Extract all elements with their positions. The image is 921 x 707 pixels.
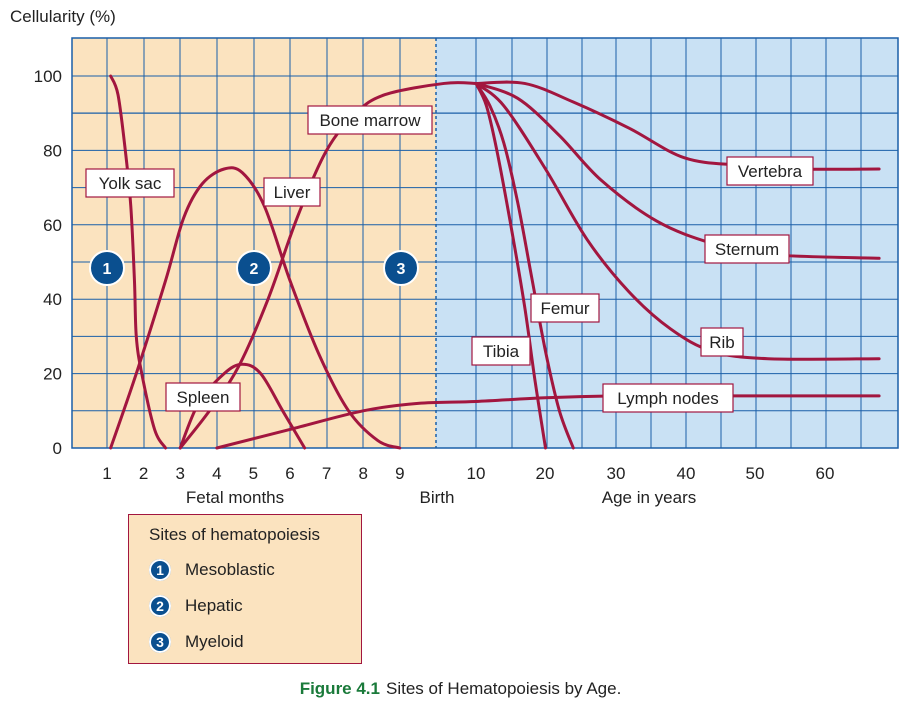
label-bone-marrow-box bbox=[307, 105, 433, 135]
x-tick-label-fetal: 8 bbox=[358, 464, 367, 483]
stage-badge-circle-3 bbox=[383, 250, 419, 286]
legend-label-hepatic: Hepatic bbox=[185, 596, 243, 615]
stage-badge-2: 2 bbox=[250, 261, 259, 278]
grid-layer bbox=[71, 37, 899, 449]
label-vertebra-box bbox=[726, 156, 814, 186]
label-tibia: Tibia bbox=[483, 342, 520, 361]
plot-frame bbox=[71, 37, 899, 449]
stage-badge-circle-1 bbox=[89, 250, 125, 286]
label-rib: Rib bbox=[709, 333, 735, 352]
x-tick-label-fetal: 2 bbox=[139, 464, 148, 483]
x-tick-label-years: 60 bbox=[816, 464, 835, 483]
legend-label-myeloid: Myeloid bbox=[185, 632, 244, 651]
figure-caption-text: Sites of Hematopoiesis by Age. bbox=[386, 679, 622, 698]
legend-badge-3: 3 bbox=[149, 631, 171, 653]
x-tick-label-fetal: 3 bbox=[175, 464, 184, 483]
x-tick-label-years: 10 bbox=[467, 464, 486, 483]
legend-item-hepatic: 2 Hepatic bbox=[149, 595, 243, 617]
legend-label-mesoblastic: Mesoblastic bbox=[185, 560, 275, 579]
label-rib-box bbox=[700, 327, 744, 357]
label-yolk-sac: Yolk sac bbox=[99, 174, 162, 193]
label-vertebra: Vertebra bbox=[738, 162, 803, 181]
x-tick-label-fetal: 5 bbox=[249, 464, 258, 483]
y-tick-label: 20 bbox=[43, 365, 62, 384]
label-spleen-box bbox=[165, 382, 241, 412]
label-yolk-sac-box bbox=[85, 168, 175, 198]
x-tick-label-years: 50 bbox=[746, 464, 765, 483]
figure-caption: Figure 4.1 Sites of Hematopoiesis by Age. bbox=[0, 679, 921, 699]
label-sternum-box bbox=[704, 234, 790, 264]
legend-badge-1: 1 bbox=[149, 559, 171, 581]
y-axis-label: Cellularity (%) bbox=[10, 7, 116, 26]
x-axis-label-fetal: Fetal months bbox=[186, 488, 284, 507]
y-tick-label: 100 bbox=[34, 67, 62, 86]
curve-femur bbox=[474, 81, 575, 450]
label-sternum: Sternum bbox=[715, 240, 779, 259]
figure-number: Figure 4.1 bbox=[299, 679, 380, 698]
x-tick-label-years: 30 bbox=[607, 464, 626, 483]
curve-tibia bbox=[474, 81, 547, 450]
label-lymph-nodes-box bbox=[602, 383, 734, 413]
label-lymph-nodes: Lymph nodes bbox=[617, 389, 718, 408]
y-tick-label: 80 bbox=[43, 141, 62, 160]
x-tick-label-fetal: 1 bbox=[102, 464, 111, 483]
x-axis-label-years: Age in years bbox=[602, 488, 697, 507]
axis-layer: Cellularity (%) 0 20 40 60 80 100 1 2 3 4 5 6 7 8 9 10 20… bbox=[10, 7, 834, 507]
curve-lymph-nodes bbox=[215, 394, 881, 450]
x-tick-label-fetal: 7 bbox=[322, 464, 331, 483]
y-tick-label: 0 bbox=[53, 439, 62, 458]
label-spleen: Spleen bbox=[177, 388, 230, 407]
curve-yolk-sac bbox=[109, 74, 168, 450]
label-femur-box bbox=[530, 293, 600, 323]
x-axis-label-birth: Birth bbox=[420, 488, 455, 507]
label-liver: Liver bbox=[274, 183, 311, 202]
x-tick-label-fetal: 6 bbox=[285, 464, 294, 483]
label-liver-box bbox=[263, 177, 321, 207]
label-tibia-box bbox=[471, 336, 531, 366]
label-bone-marrow: Bone marrow bbox=[319, 111, 421, 130]
y-tick-label: 40 bbox=[43, 290, 62, 309]
x-tick-label-fetal: 4 bbox=[212, 464, 221, 483]
legend-item-myeloid: 3 Myeloid bbox=[149, 631, 244, 653]
curve-rib bbox=[474, 81, 881, 361]
stage-badge-3: 3 bbox=[397, 261, 406, 278]
label-layer: Yolk sac Liver Spleen Bone marrow Vertebra St… bbox=[85, 105, 814, 413]
legend-box: Sites of hematopoiesis 1 Mesoblastic 2 H… bbox=[128, 514, 362, 664]
curve-liver bbox=[109, 166, 402, 450]
x-tick-label-years: 20 bbox=[536, 464, 555, 483]
x-tick-label-fetal: 9 bbox=[395, 464, 404, 483]
stage-badge-circle-2 bbox=[236, 250, 272, 286]
legend-item-mesoblastic: 1 Mesoblastic bbox=[149, 559, 275, 581]
stage-badge-1: 1 bbox=[103, 261, 112, 278]
y-tick-label: 60 bbox=[43, 216, 62, 235]
x-tick-label-years: 40 bbox=[677, 464, 696, 483]
legend-badge-2: 2 bbox=[149, 595, 171, 617]
label-femur: Femur bbox=[540, 299, 589, 318]
legend-title: Sites of hematopoiesis bbox=[149, 525, 321, 544]
